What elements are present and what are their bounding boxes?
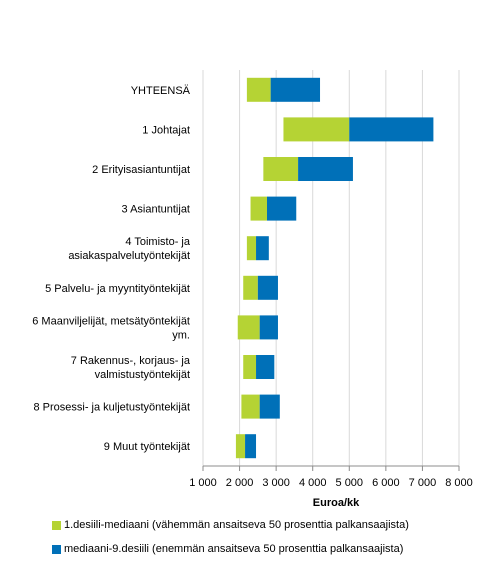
category-label-line: asiakaspalvelutyöntekijät <box>68 250 190 262</box>
bar-lower <box>250 196 267 221</box>
legend-swatch-upper <box>52 544 61 554</box>
legend-item-lower: 1.desiili-mediaani (vähemmän ansaitseva … <box>52 519 409 531</box>
bar-upper <box>256 355 275 379</box>
bar-upper <box>267 196 297 221</box>
x-tick-label: 3 000 <box>262 477 290 489</box>
bar-lower <box>241 394 260 419</box>
x-tick-label: 1 000 <box>189 477 217 489</box>
category-label-line: 3 Asiantuntijat <box>122 204 191 216</box>
category-label-line: 1 Johtajat <box>142 124 190 136</box>
legend-item-upper: mediaani-9.desiili (enemmän ansaitseva 5… <box>52 543 403 555</box>
bar-lower <box>243 275 258 300</box>
bar-upper <box>270 77 321 102</box>
category-label-line: 9 Muut työntekijät <box>104 441 190 453</box>
legend-label-lower: 1.desiili-mediaani (vähemmän ansaitseva … <box>64 519 409 531</box>
x-tick-label: 7 000 <box>409 477 437 489</box>
category-label: 9 Muut työntekijät <box>104 441 190 453</box>
category-label: YHTEENSÄ <box>131 85 191 97</box>
bar-upper <box>259 315 278 340</box>
x-tick-label: 4 000 <box>299 477 327 489</box>
x-tick-label: 5 000 <box>336 477 364 489</box>
bar-lower <box>235 434 246 459</box>
x-tick-label: 2 000 <box>226 477 254 489</box>
category-label-line: ym. <box>172 329 190 341</box>
category-label-line: YHTEENSÄ <box>131 85 191 97</box>
legend-swatch-lower <box>52 520 61 530</box>
category-label: 7 Rakennus-, korjaus- ja valmistustyöntek… <box>71 355 191 381</box>
category-label-line: 4 Toimisto- ja <box>125 236 190 248</box>
category-label: 2 Erityisasiantuntijat <box>92 164 190 176</box>
category-label: 3 Asiantuntijat <box>122 204 191 216</box>
category-label: 8 Prosessi- ja kuljetustyöntekijät <box>33 402 190 414</box>
bar-lower <box>237 315 260 340</box>
category-label: 4 Toimisto- ja asiakaspalvelutyöntekijät <box>68 236 191 262</box>
bar-upper <box>256 236 269 261</box>
bar-lower <box>243 355 257 379</box>
legend-label-upper: mediaani-9.desiili (enemmän ansaitseva 5… <box>64 543 404 555</box>
x-tick-label: 8 000 <box>445 477 473 489</box>
bar-lower <box>246 236 257 261</box>
category-label: 5 Palvelu- ja myyntityöntekijät <box>45 283 190 295</box>
bar-lower <box>246 77 271 102</box>
category-label-line: 8 Prosessi- ja kuljetustyöntekijät <box>33 402 190 414</box>
bar-upper <box>259 394 280 419</box>
category-label: 6 Maanviljelijät, metsätyöntekijät ym. <box>32 315 190 341</box>
bar-upper <box>298 157 353 181</box>
category-label-line: 5 Palvelu- ja myyntityöntekijät <box>45 283 190 295</box>
category-label-line: 6 Maanviljelijät, metsätyöntekijät <box>32 315 190 327</box>
category-label-line: valmistustyöntekijät <box>95 369 190 381</box>
bar-lower <box>283 117 350 142</box>
bar-upper <box>257 275 278 300</box>
bar-lower <box>263 157 299 181</box>
x-axis-title: Euroa/kk <box>313 497 360 509</box>
category-label: 1 Johtajat <box>142 124 190 136</box>
bar-upper <box>245 434 257 459</box>
category-label-line: 7 Rakennus-, korjaus- ja <box>71 355 191 367</box>
category-label-line: 2 Erityisasiantuntijat <box>92 164 190 176</box>
x-tick-label: 6 000 <box>372 477 400 489</box>
bar-upper <box>349 117 434 142</box>
